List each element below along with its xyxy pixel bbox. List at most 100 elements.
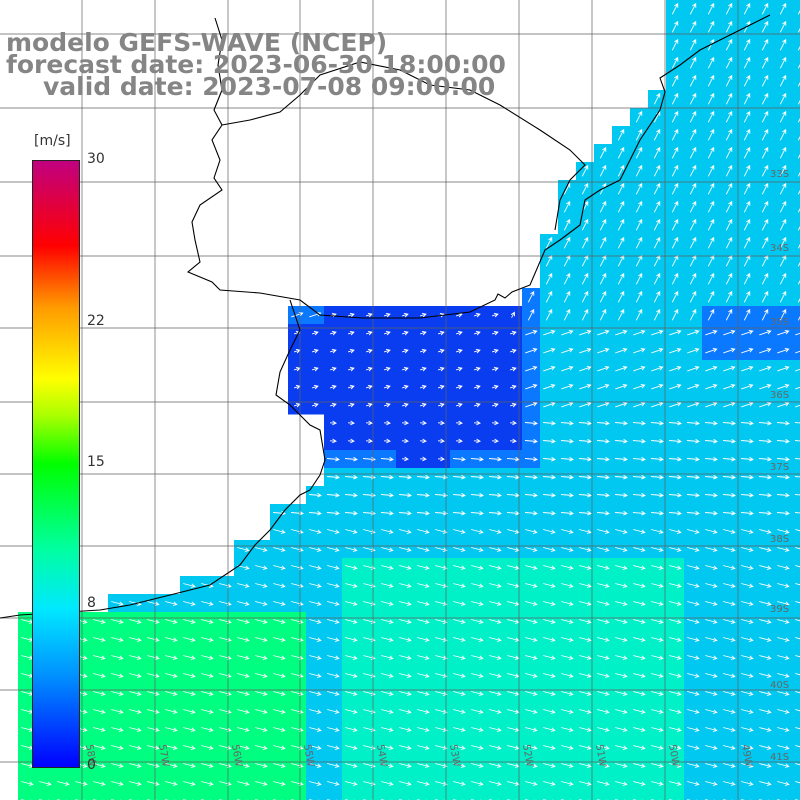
wind-arrow (581, 218, 589, 231)
wind-arrow (471, 637, 484, 642)
wind-arrow (743, 56, 751, 69)
wind-arrow (525, 529, 538, 534)
wind-arrow (776, 420, 790, 426)
wind-arrow (689, 56, 697, 69)
wind-arrow (797, 225, 800, 231)
wind-arrow (273, 709, 286, 714)
wind-arrow (759, 565, 772, 570)
wind-arrow (686, 492, 700, 498)
wind-arrow (650, 492, 664, 498)
wind-arrow (165, 655, 178, 660)
wind-arrow (290, 510, 304, 516)
wind-arrow (455, 420, 463, 426)
wind-arrow (633, 691, 646, 696)
wind-arrow (689, 290, 697, 303)
wind-arrow (542, 438, 556, 444)
wind-arrow (689, 74, 697, 87)
wind-cell (792, 162, 800, 181)
wind-arrow (524, 492, 538, 498)
wind-arrow (201, 637, 214, 642)
wind-arrow (671, 20, 679, 33)
wind-arrow (453, 565, 466, 570)
wind-arrow (381, 781, 394, 786)
wind-cell (792, 90, 800, 109)
wind-arrow (347, 348, 355, 354)
wind-arrow (632, 510, 646, 516)
wind-arrow (725, 38, 733, 51)
wind-arrow (470, 456, 484, 462)
wind-arrow (147, 781, 160, 786)
wind-arrow (344, 510, 358, 516)
wind-arrow (581, 290, 589, 303)
wind-arrow (471, 745, 484, 750)
wind-arrow (435, 691, 448, 696)
wind-cell (720, 792, 739, 800)
wind-arrow (617, 290, 625, 303)
wind-arrow (671, 164, 679, 177)
wind-arrow (687, 529, 700, 534)
wind-arrow (453, 691, 466, 696)
wind-arrow (759, 583, 772, 588)
wind-arrow (326, 474, 340, 480)
wind-arrow (435, 727, 448, 732)
wind-arrow (183, 763, 196, 768)
latitude-label: 41S (770, 752, 789, 763)
wind-arrow (473, 402, 481, 408)
wind-arrow (399, 601, 412, 606)
wind-arrow (309, 601, 322, 606)
wind-cell (144, 792, 163, 800)
wind-arrow (707, 272, 715, 285)
wind-arrow (563, 218, 571, 231)
wind-arrow (596, 492, 610, 498)
wind-arrow (795, 601, 800, 604)
wind-arrow (399, 619, 412, 624)
wind-arrow (345, 529, 358, 534)
wind-cell (414, 792, 433, 800)
wind-arrow (617, 182, 625, 195)
wind-arrow (707, 308, 715, 321)
wind-arrow (669, 365, 682, 372)
wind-arrow (689, 38, 697, 51)
wind-arrow (687, 583, 700, 588)
wind-arrow (509, 348, 517, 354)
wind-arrow (615, 401, 628, 408)
wind-arrow (273, 565, 286, 570)
wind-arrow (741, 655, 754, 660)
colorbar-tick-label: 15 (87, 454, 105, 470)
wind-cell (108, 792, 127, 800)
wind-arrow (417, 601, 430, 606)
wind-arrow (75, 781, 88, 786)
wind-arrow (743, 38, 751, 51)
wind-arrow (327, 781, 340, 786)
wind-arrow (635, 290, 643, 303)
wind-arrow (651, 655, 664, 660)
wind-arrow (743, 110, 751, 123)
wind-arrow (345, 727, 358, 732)
wind-arrow (345, 745, 358, 750)
wind-arrow (653, 236, 661, 249)
wind-arrow (705, 365, 718, 372)
wind-arrow (761, 20, 769, 33)
wind-arrow (381, 709, 394, 714)
title-valid-date: valid date: 2023-07-08 09:00:00 (43, 72, 496, 101)
wind-arrow (705, 745, 718, 750)
wind-arrow (327, 565, 340, 570)
wind-arrow (725, 2, 733, 15)
wind-arrow (437, 402, 445, 408)
wind-arrow (525, 727, 538, 732)
wind-arrow (671, 236, 679, 249)
wind-arrow (779, 38, 787, 51)
colorbar-tick-label: 22 (87, 312, 105, 329)
wind-arrow (797, 315, 800, 321)
wind-arrow (417, 709, 430, 714)
wind-arrow (705, 329, 718, 336)
wind-arrow (365, 348, 373, 354)
wind-arrow (797, 9, 800, 15)
wind-arrow (183, 619, 196, 624)
wind-arrow (543, 745, 556, 750)
wind-arrow (183, 745, 196, 750)
wind-arrow (455, 348, 463, 354)
wind-arrow (596, 456, 610, 462)
wind-arrow (491, 384, 499, 390)
inland-border (221, 61, 586, 231)
